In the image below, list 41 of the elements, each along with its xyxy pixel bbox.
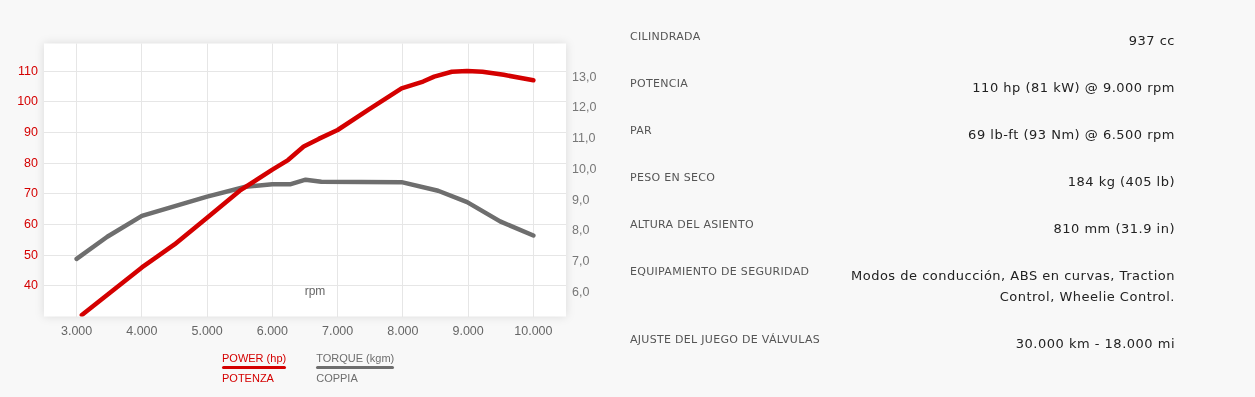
text: AJUSTE DEL JUEGO DE VÁLVULAS bbox=[630, 333, 821, 348]
y2-tick-label: 13,0 bbox=[572, 69, 597, 84]
x-axis-title: rpm bbox=[304, 283, 326, 298]
text: POWER (hp) POTENZA bbox=[222, 352, 287, 384]
y-tick-label: 100 bbox=[17, 94, 39, 109]
text: CILINDRADA bbox=[630, 30, 702, 45]
x-tick-label: 8.000 bbox=[387, 324, 419, 339]
x-tick-label: 7.000 bbox=[321, 324, 354, 339]
y-tick-label: 110 bbox=[18, 63, 39, 78]
x-tick-label: 6.000 bbox=[256, 324, 289, 339]
text: 30.000 km - 18.000 mi bbox=[1015, 335, 1175, 353]
y-tick-label: 50 bbox=[24, 247, 39, 262]
y-tick-label: 70 bbox=[24, 186, 39, 201]
x-tick-label: 5.000 bbox=[191, 324, 223, 339]
text: PESO EN SECO bbox=[630, 171, 717, 186]
y2-tick-label: 8,0 bbox=[572, 223, 590, 238]
y-tick-label: 60 bbox=[24, 216, 39, 231]
x-tick-label: 10.000 bbox=[514, 324, 553, 339]
x-tick-label: 9.000 bbox=[452, 324, 484, 339]
text: 110 hp (81 kW) @ 9.000 rpm bbox=[972, 79, 1175, 97]
y-tick-label: 90 bbox=[24, 124, 39, 139]
y2-tick-label: 7,0 bbox=[572, 253, 590, 268]
y-tick-label: 40 bbox=[24, 278, 39, 293]
text: 184 kg (405 lb) bbox=[1067, 173, 1175, 191]
text: 937 cc bbox=[1128, 32, 1175, 50]
text: PAR bbox=[630, 124, 653, 139]
text: 69 lb-ft (93 Nm) @ 6.500 rpm bbox=[968, 126, 1175, 144]
x-tick-label: 4.000 bbox=[126, 324, 158, 339]
y2-tick-label: 9,0 bbox=[572, 192, 590, 207]
x-tick-label: 3.000 bbox=[60, 324, 93, 339]
text: 810 mm (31.9 in) bbox=[1053, 220, 1175, 238]
y2-tick-label: 11,0 bbox=[572, 131, 596, 146]
y2-tick-label: 10,0 bbox=[572, 161, 597, 176]
text: POTENCIA bbox=[630, 77, 690, 92]
text: EQUIPAMIENTO DE SEGURIDAD bbox=[630, 265, 811, 280]
text: ALTURA DEL ASIENTO bbox=[630, 218, 755, 233]
y2-tick-label: 12,0 bbox=[572, 100, 597, 115]
text: Modos de conducción, ABS en curvas, Traction Control, Wheelie Control. bbox=[850, 267, 1175, 306]
text: TORQUE (kgm) COPPIA bbox=[316, 352, 395, 384]
y2-tick-label: 6,0 bbox=[572, 284, 590, 299]
y-tick-label: 80 bbox=[24, 155, 39, 170]
